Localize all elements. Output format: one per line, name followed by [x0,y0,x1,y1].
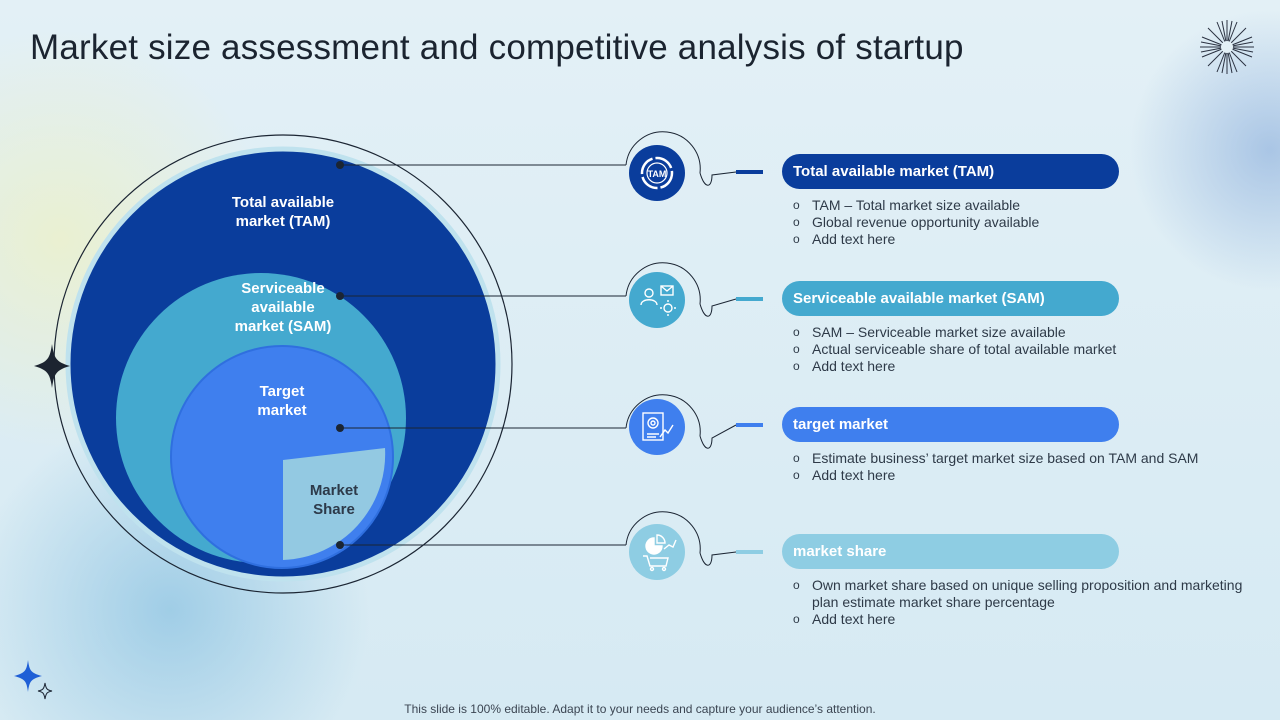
target-report-icon [629,399,685,455]
share-connector-dot [336,541,344,549]
section-heading-tam: Total available market (TAM) [782,154,1119,189]
tam-connector-dot [336,161,344,169]
market-share-slice [283,448,386,560]
list-item: Actual serviceable share of total availa… [782,341,1262,358]
list-item: Add text here [782,611,1262,628]
section-sam: Serviceable available market (SAM) SAM –… [782,281,1262,375]
bullet-list-target: Estimate business’ target market size ba… [782,450,1262,484]
section-market-share: market share Own market share based on u… [782,534,1262,628]
share-ring-label: Market Share [309,482,359,518]
tam-ring-label: Total available market (TAM) [231,194,335,230]
section-heading-sam: Serviceable available market (SAM) [782,281,1119,316]
sparkle-star-small [37,682,53,700]
sparkle-star [34,344,70,388]
section-tam: Total available market (TAM) TAM – Total… [782,154,1262,248]
section-target: target market Estimate business’ target … [782,407,1262,484]
footer-note: This slide is 100% editable. Adapt it to… [404,702,876,716]
sunburst-decoration [1200,20,1254,74]
section-heading-market-share: market share [782,534,1119,569]
tam-icon [629,145,685,201]
list-item: TAM – Total market size available [782,197,1262,214]
list-item: SAM – Serviceable market size available [782,324,1262,341]
list-item: Global revenue opportunity available [782,214,1262,231]
page-title: Market size assessment and competitive a… [30,28,964,67]
list-item: Add text here [782,358,1262,375]
sam-ring-label: Serviceable available market (SAM) [234,280,332,335]
target-ring-label: Target market [257,383,307,419]
list-item: Add text here [782,231,1262,248]
target-connector-dot [336,424,344,432]
sparkle-star-blue [14,660,42,692]
bullet-list-market-share: Own market share based on unique selling… [782,577,1262,628]
section-heading-target: target market [782,407,1119,442]
list-item: Own market share based on unique selling… [782,577,1262,611]
sam-connector-dot [336,292,344,300]
bullet-list-tam: TAM – Total market size available Global… [782,197,1262,248]
list-item: Estimate business’ target market size ba… [782,450,1212,467]
tam-icon-text: TAM [648,169,667,179]
list-item: Add text here [782,467,1262,484]
market-share-cart-icon [629,524,685,580]
sam-people-gear-icon [629,272,685,328]
bullet-list-sam: SAM – Serviceable market size available … [782,324,1262,375]
